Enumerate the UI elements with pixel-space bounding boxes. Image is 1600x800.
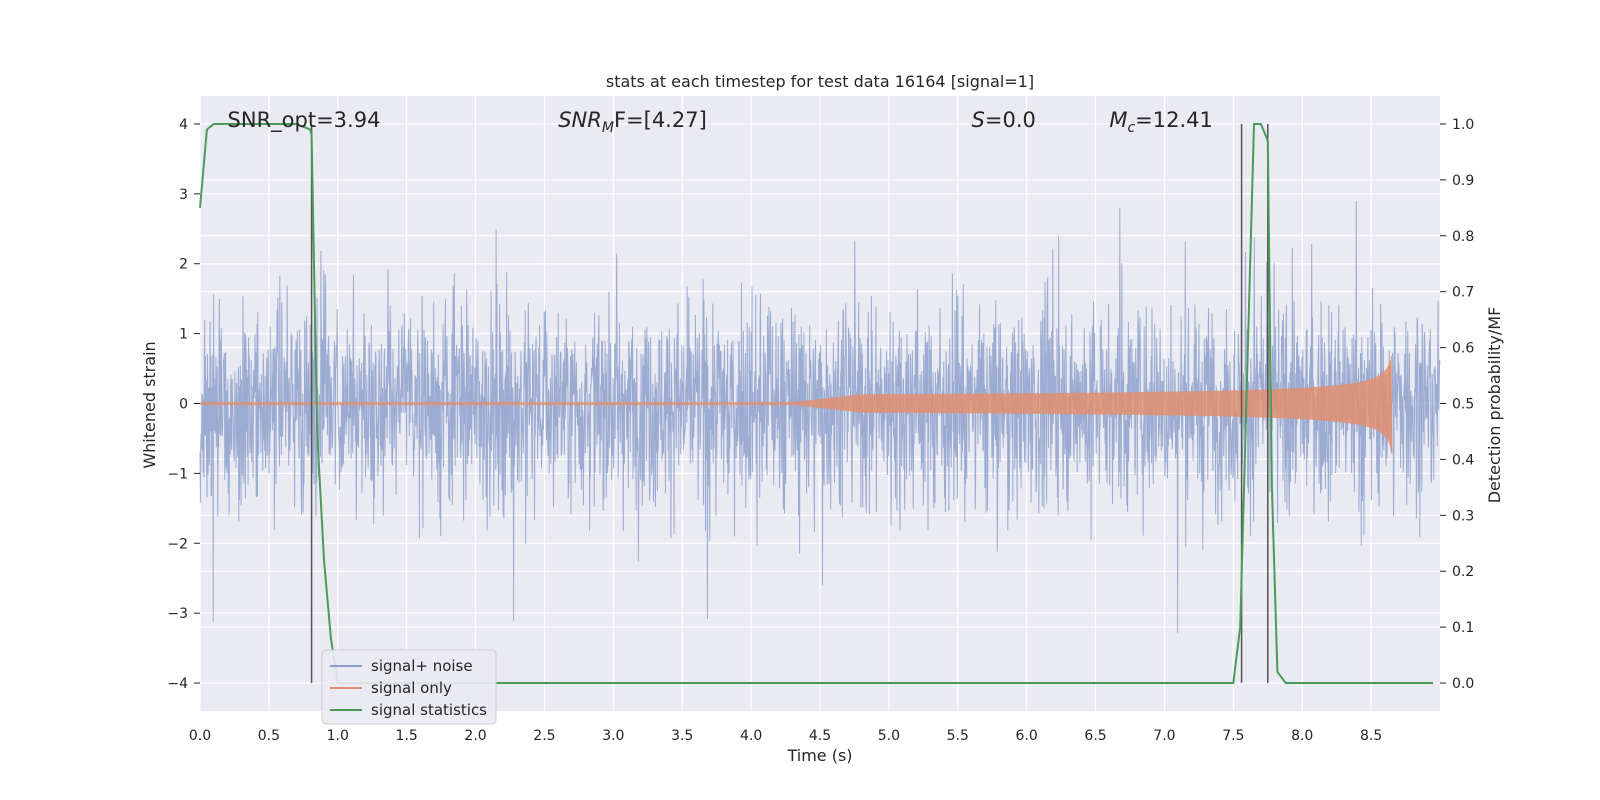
x-tick-label: 0.0 (189, 728, 211, 744)
x-tick-label: 3.5 (671, 728, 693, 744)
y-right-tick-label: 0.3 (1452, 508, 1474, 524)
chart-title: stats at each timestep for test data 161… (606, 72, 1034, 91)
x-tick-label: 6.5 (1084, 728, 1106, 744)
y-right-tick-label: 0.6 (1452, 341, 1474, 357)
x-tick-label: 7.5 (1222, 728, 1244, 744)
x-tick-label: 1.0 (327, 728, 349, 744)
annotation-label: SNRMF=[4.27] (558, 108, 707, 136)
y-left-tick-label: 2 (179, 257, 188, 273)
x-axis-label: Time (s) (786, 746, 852, 765)
signal-only-line (199, 355, 1393, 454)
annotation-label: S=0.0 (972, 108, 1036, 132)
annotation-label: Mc=12.41 (1109, 108, 1213, 136)
right-y-axis-label: Detection probability/MF (1485, 307, 1504, 504)
series-signal-statistics (199, 123, 1434, 684)
x-tick-label: 2.0 (464, 728, 486, 744)
x-tick-label: 6.0 (1016, 728, 1038, 744)
x-tick-label: 2.5 (533, 728, 555, 744)
legend-label: signal only (371, 679, 452, 697)
y-left-tick-label: 1 (179, 327, 188, 343)
y-left-tick-label: −3 (167, 606, 188, 622)
y-right-tick-label: 0.1 (1452, 620, 1474, 636)
annotation-label: SNR_opt=3.94 (228, 108, 381, 133)
annotations: SNR_opt=3.94 SNRMF=[4.27] S=0.0 Mc=12.41 (228, 108, 1213, 136)
y-right-tick-label: 0.4 (1452, 452, 1474, 468)
y-left-tick-label: 4 (179, 117, 188, 133)
y-right-tick-label: 0.2 (1452, 564, 1474, 580)
x-tick-label: 8.0 (1291, 728, 1313, 744)
x-tick-label: 3.0 (602, 728, 624, 744)
x-tick-label: 8.5 (1360, 728, 1382, 744)
y-right-tick-label: 0.5 (1452, 397, 1474, 413)
x-tick-label: 4.0 (740, 728, 762, 744)
signal-noise-line (199, 200, 1441, 634)
legend-label: signal statistics (371, 701, 487, 719)
x-tick-label: 5.5 (947, 728, 969, 744)
y-right-tick-label: 0.9 (1452, 173, 1474, 189)
y-left-tick-label: −1 (167, 466, 188, 482)
left-y-axis-ticks: −4 −3 −2 −1 0 1 2 3 4 (167, 117, 200, 692)
series-signal-noise (199, 200, 1441, 634)
y-left-tick-label: 0 (179, 397, 188, 413)
x-tick-label: 4.5 (809, 728, 831, 744)
right-y-axis-ticks: 0.0 0.1 0.2 0.3 0.4 0.5 0.6 0.7 0.8 0.9 1.0 (1440, 117, 1474, 692)
y-left-tick-label: −2 (167, 536, 188, 552)
legend-label: signal+ noise (371, 657, 473, 675)
x-tick-label: 7.0 (1153, 728, 1175, 744)
legend: signal+ noise signal only signal statistic… (321, 649, 497, 725)
left-y-axis-label: Whitened strain (140, 341, 159, 468)
y-right-tick-label: 0.7 (1452, 285, 1474, 301)
x-tick-label: 5.0 (878, 728, 900, 744)
y-right-tick-label: 0.0 (1452, 676, 1474, 692)
x-tick-label: 1.5 (396, 728, 418, 744)
legend-box (321, 649, 497, 725)
signal-statistics-line (199, 123, 1434, 684)
series-signal-only (199, 355, 1393, 454)
x-tick-label: 0.5 (258, 728, 280, 744)
y-left-tick-label: 3 (179, 187, 188, 203)
y-right-tick-label: 0.8 (1452, 229, 1474, 245)
x-axis-ticks: 0.0 0.5 1.0 1.5 2.0 2.5 3.0 3.5 4.0 4.5 5.0 5.5 6.0 6… (189, 728, 1382, 744)
y-left-tick-label: −4 (167, 676, 188, 692)
y-right-tick-label: 1.0 (1452, 117, 1474, 133)
